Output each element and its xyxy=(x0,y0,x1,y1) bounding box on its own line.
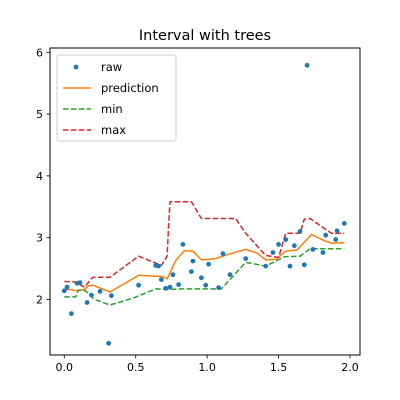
data-point-raw xyxy=(283,237,289,242)
data-point-raw xyxy=(109,293,114,299)
series-line-prediction xyxy=(64,233,345,293)
x-tick-label: 2.0 xyxy=(341,361,359,374)
data-point-raw xyxy=(243,256,249,261)
data-point-raw xyxy=(69,311,74,316)
data-point-raw xyxy=(136,282,142,288)
axis-ticks: 0.0 0.5 1.0 1.5 2.0 2 3 4 5 6 xyxy=(36,46,359,374)
legend: raw prediction min max xyxy=(56,54,177,142)
y-tick-label: 6 xyxy=(36,46,43,59)
data-point-raw xyxy=(190,258,196,264)
y-tick-label: 4 xyxy=(36,170,43,183)
data-point-raw xyxy=(77,280,83,286)
data-point-raw xyxy=(341,221,347,226)
data-point-raw xyxy=(167,284,173,290)
data-point-raw xyxy=(156,263,162,269)
data-point-raw xyxy=(64,284,70,290)
data-point-raw xyxy=(176,282,182,287)
data-point-raw xyxy=(334,228,340,234)
data-point-raw xyxy=(189,269,194,274)
y-tick-label: 3 xyxy=(36,232,43,245)
data-point-raw xyxy=(301,262,307,268)
data-point-raw xyxy=(97,289,103,294)
y-tick-label: 2 xyxy=(36,293,43,306)
x-tick-label: 1.0 xyxy=(198,361,216,374)
axes-frame xyxy=(49,47,361,356)
data-point-raw xyxy=(199,275,204,281)
x-tick-label: 0.5 xyxy=(127,361,145,374)
data-point-raw xyxy=(106,340,111,346)
data-point-raw xyxy=(216,285,222,291)
data-point-raw xyxy=(291,243,297,249)
x-tick-label: 1.5 xyxy=(270,361,288,374)
data-point-raw xyxy=(180,242,186,247)
legend-label-prediction: prediction xyxy=(101,81,159,95)
data-point-raw xyxy=(163,285,169,291)
data-point-raw xyxy=(159,277,164,282)
data-point-raw xyxy=(310,247,316,252)
data-point-raw xyxy=(270,250,276,255)
data-point-raw xyxy=(89,292,94,298)
x-tick-label: 0.0 xyxy=(56,361,74,374)
data-point-raw xyxy=(203,282,209,288)
data-point-raw xyxy=(227,272,233,278)
data-point-raw xyxy=(333,237,339,242)
data-point-raw xyxy=(276,242,281,247)
legend-box xyxy=(56,54,177,142)
data-point-raw xyxy=(304,62,310,68)
data-point-raw xyxy=(170,272,176,278)
plot-area xyxy=(61,62,347,346)
data-point-raw xyxy=(263,263,269,269)
legend-label-min: min xyxy=(101,102,123,116)
data-point-raw xyxy=(297,229,303,234)
chart-title: Interval with trees xyxy=(139,28,271,44)
legend-marker-raw xyxy=(73,64,79,70)
series-line-max xyxy=(64,201,345,288)
legend-label-raw: raw xyxy=(101,60,122,74)
data-point-raw xyxy=(323,232,329,238)
legend-label-max: max xyxy=(101,123,126,137)
data-point-raw xyxy=(61,288,67,294)
data-point-raw xyxy=(84,300,90,305)
data-point-raw xyxy=(320,250,326,255)
data-point-raw xyxy=(220,251,226,257)
data-point-raw xyxy=(287,263,293,269)
y-tick-label: 5 xyxy=(36,108,43,121)
data-point-raw xyxy=(206,261,212,267)
